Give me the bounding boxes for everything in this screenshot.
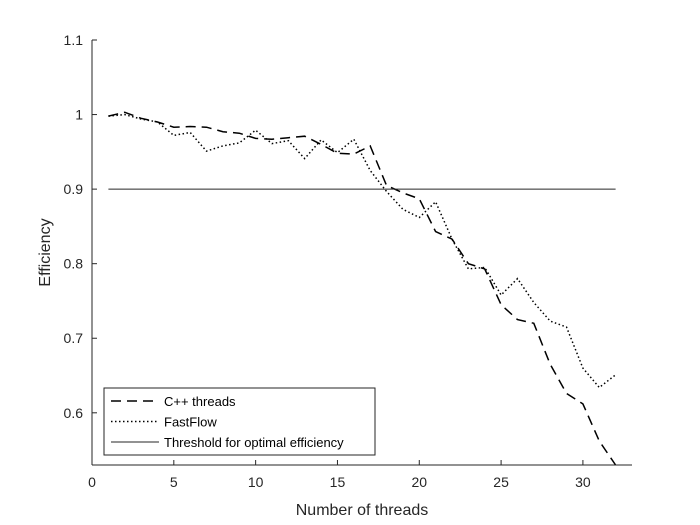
x-tick-label: 25: [493, 474, 509, 490]
series-line-c-threads: [108, 111, 617, 466]
y-tick-label: 0.9: [64, 181, 84, 197]
x-tick-label: 5: [170, 474, 178, 490]
legend-box: [103, 387, 376, 456]
y-tick-label: 1.1: [64, 32, 84, 48]
legend-label: Threshold for optimal efficiency: [164, 435, 344, 450]
x-tick-label: 10: [248, 474, 264, 490]
series-line-fastflow: [108, 113, 617, 389]
x-tick-label: 20: [411, 474, 427, 490]
x-tick-label: 30: [575, 474, 591, 490]
y-tick-label: 1: [75, 107, 83, 123]
y-axis-title: Efficiency: [37, 218, 54, 286]
x-axis-title: Number of threads: [296, 502, 429, 519]
y-tick-label: 0.7: [64, 330, 84, 346]
y-tick-label: 0.8: [64, 256, 84, 272]
legend-label: FastFlow: [164, 415, 217, 430]
y-tick-label: 0.6: [64, 405, 84, 421]
legend-label: C++ threads: [164, 394, 236, 409]
series-layer: [108, 111, 617, 466]
axes-layer: 0 5 10 15 20 25 30 0.6 0.7 0.8 0.9 1 1.1: [64, 32, 632, 490]
x-tick-label: 15: [330, 474, 346, 490]
legend: C++ threads FastFlow Threshold for optimal…: [103, 387, 376, 456]
x-tick-label: 0: [88, 474, 96, 490]
